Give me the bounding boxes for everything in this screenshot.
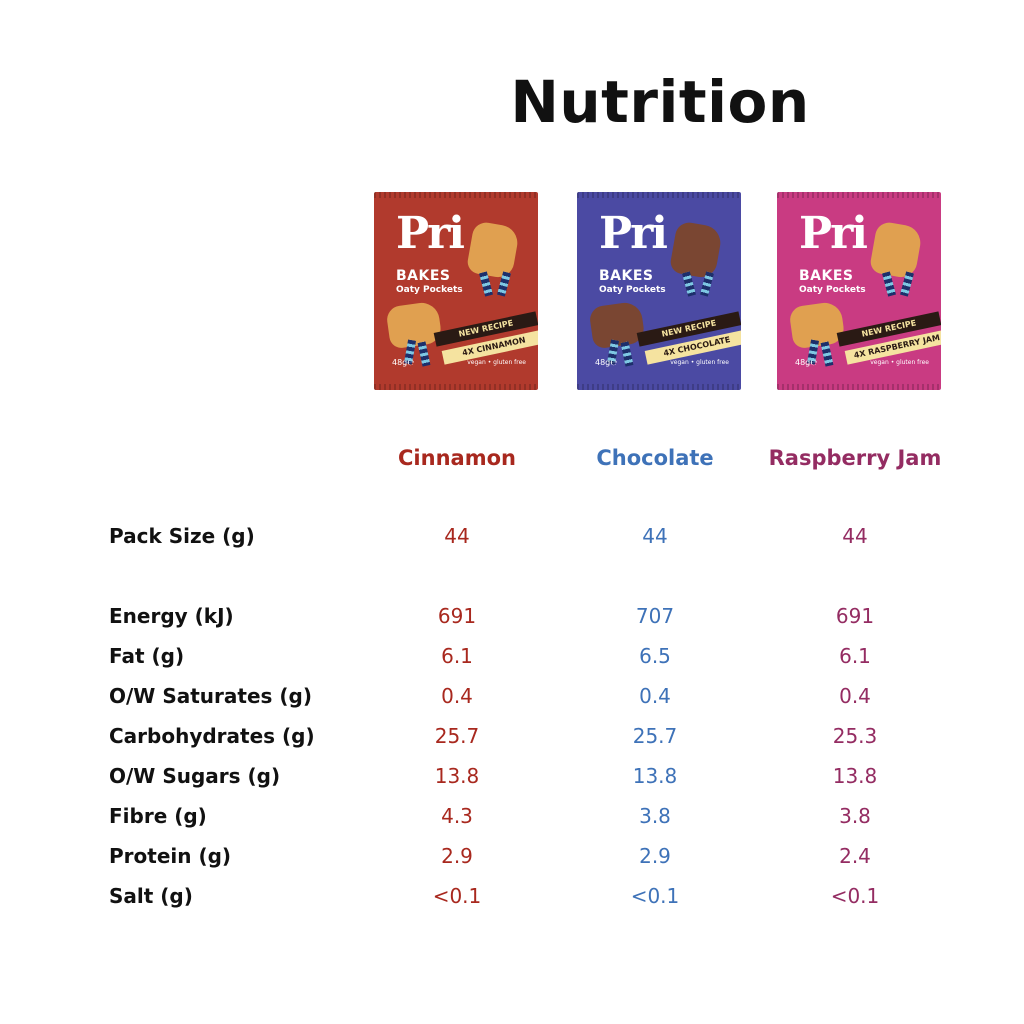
brand-wordmark: BAKES: [799, 268, 854, 284]
brand-wordmark: BAKES: [599, 268, 654, 284]
value-cell-chocolate: 3.8: [639, 804, 671, 828]
product-pack-cinnamon: Pri BAKES Oaty Pockets NEW RECIPE 4X CINNAMO…: [374, 192, 538, 390]
page-title: Nutrition: [510, 68, 810, 136]
value-cell-cinnamon: 0.4: [441, 684, 473, 708]
row-label: Fat (g): [109, 644, 185, 668]
value-cell-raspberry: 3.8: [839, 804, 871, 828]
value-cell-raspberry: 691: [835, 604, 875, 628]
value-cell-raspberry: <0.1: [830, 884, 880, 908]
pack-crimp: [777, 384, 941, 390]
pastry-illustration: [668, 220, 724, 280]
product-subtitle: Oaty Pockets: [799, 285, 866, 295]
value-cell-chocolate: 6.5: [639, 644, 671, 668]
pastry-illustration: [465, 220, 521, 280]
pack-weight: 48g℮: [795, 358, 818, 367]
value-cell-cinnamon: 4.3: [441, 804, 473, 828]
value-cell-raspberry: 13.8: [832, 764, 878, 788]
value-cell-raspberry: 6.1: [839, 644, 871, 668]
value-cell-chocolate: 707: [635, 604, 675, 628]
value-cell-chocolate: 13.8: [632, 764, 678, 788]
brand-logo: Pri: [396, 208, 465, 259]
row-label: Pack Size (g): [109, 524, 255, 548]
leg-illustration: [620, 341, 634, 367]
pastry-illustration: [868, 220, 924, 280]
leg-illustration: [417, 341, 431, 367]
value-cell-raspberry: 0.4: [839, 684, 871, 708]
pack-crimp: [577, 192, 741, 198]
value-cell-cinnamon: 13.8: [434, 764, 480, 788]
pack-claim: vegan • gluten free: [870, 359, 929, 366]
value-cell-chocolate: 25.7: [632, 724, 678, 748]
row-label: Carbohydrates (g): [109, 724, 315, 748]
row-label: O/W Sugars (g): [109, 764, 281, 788]
product-pack-raspberry: Pri BAKES Oaty Pockets NEW RECIPE 4X RASPBER…: [777, 192, 941, 390]
flavour-header-raspberry: Raspberry Jam: [768, 446, 942, 470]
product-subtitle: Oaty Pockets: [599, 285, 666, 295]
pack-crimp: [577, 384, 741, 390]
value-cell-raspberry: 44: [842, 524, 868, 548]
pack-crimp: [374, 192, 538, 198]
product-subtitle: Oaty Pockets: [396, 285, 463, 295]
value-cell-cinnamon: 6.1: [441, 644, 473, 668]
pack-claim: vegan • gluten free: [670, 359, 729, 366]
pack-weight: 48g℮: [392, 358, 415, 367]
value-cell-chocolate: 44: [642, 524, 668, 548]
value-cell-cinnamon: <0.1: [432, 884, 482, 908]
row-label: Protein (g): [109, 844, 232, 868]
flavour-header-cinnamon: Cinnamon: [398, 446, 516, 470]
value-cell-raspberry: 2.4: [839, 844, 871, 868]
value-cell-cinnamon: 691: [437, 604, 477, 628]
pack-claim: vegan • gluten free: [467, 359, 526, 366]
value-cell-cinnamon: 25.7: [434, 724, 480, 748]
leg-illustration: [820, 341, 834, 367]
brand-wordmark: BAKES: [396, 268, 451, 284]
row-label: Fibre (g): [109, 804, 207, 828]
flavour-header-chocolate: Chocolate: [596, 446, 714, 470]
row-label: Salt (g): [109, 884, 193, 908]
product-pack-chocolate: Pri BAKES Oaty Pockets NEW RECIPE 4X CHOCOLA…: [577, 192, 741, 390]
pack-crimp: [374, 384, 538, 390]
brand-logo: Pri: [599, 208, 668, 259]
row-label: O/W Saturates (g): [109, 684, 312, 708]
brand-logo: Pri: [799, 208, 868, 259]
pack-crimp: [777, 192, 941, 198]
row-label: Energy (kJ): [109, 604, 234, 628]
value-cell-raspberry: 25.3: [832, 724, 878, 748]
pack-weight: 48g℮: [595, 358, 618, 367]
value-cell-cinnamon: 44: [444, 524, 470, 548]
value-cell-chocolate: 0.4: [639, 684, 671, 708]
value-cell-cinnamon: 2.9: [441, 844, 473, 868]
value-cell-chocolate: <0.1: [630, 884, 680, 908]
value-cell-chocolate: 2.9: [639, 844, 671, 868]
